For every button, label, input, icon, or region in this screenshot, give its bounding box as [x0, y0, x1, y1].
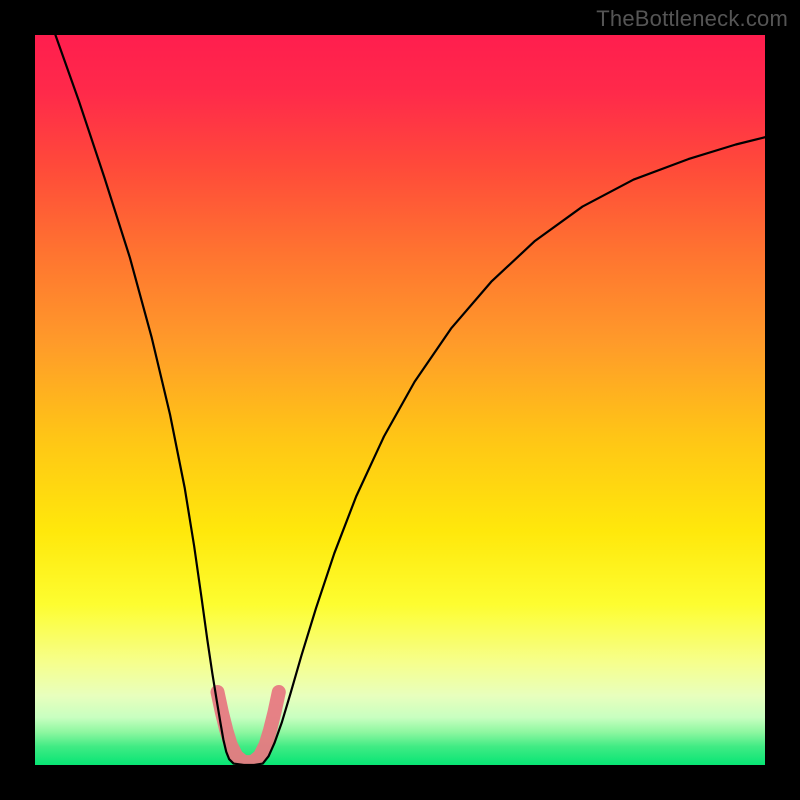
watermark-text: TheBottleneck.com	[596, 6, 788, 32]
bottleneck-chart	[35, 35, 765, 765]
gradient-background	[35, 35, 765, 765]
chart-svg	[35, 35, 765, 765]
